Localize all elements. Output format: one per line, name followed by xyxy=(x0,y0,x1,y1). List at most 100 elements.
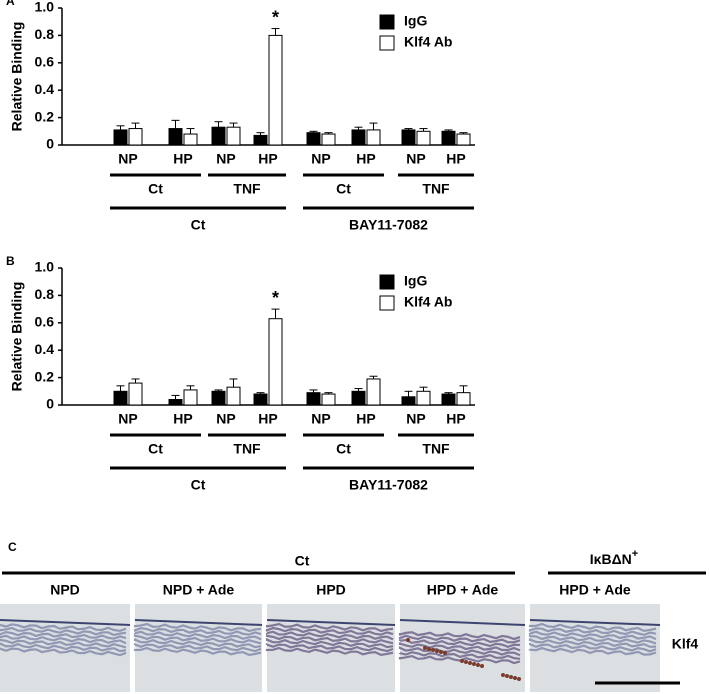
stain-dot xyxy=(427,647,431,651)
bar xyxy=(253,134,268,146)
column-label: NPD xyxy=(50,582,80,598)
y-tick-label: 0 xyxy=(46,396,54,412)
supergroup-label: Ct xyxy=(191,217,206,233)
bar xyxy=(351,390,366,406)
bar xyxy=(401,396,416,406)
y-tick-label: 0.6 xyxy=(35,314,55,330)
bar xyxy=(168,399,183,406)
y-tick-label: 0.2 xyxy=(35,368,55,384)
tissue-edge xyxy=(399,619,526,626)
bar xyxy=(226,386,241,406)
bar xyxy=(253,393,268,406)
bar xyxy=(401,129,416,146)
legend-label: IgG xyxy=(404,273,427,289)
legend-swatch xyxy=(379,35,395,51)
x-tick-label: HP xyxy=(446,151,465,167)
y-tick-label: 0.6 xyxy=(35,54,55,70)
x-tick-label: HP xyxy=(173,411,192,427)
stain-dot xyxy=(472,662,476,666)
legend-label: Klf4 Ab xyxy=(404,294,452,310)
tissue-edge xyxy=(134,619,263,626)
y-tick-label: 0.4 xyxy=(35,341,55,357)
bar xyxy=(113,129,128,146)
x-tick-label: HP xyxy=(356,151,375,167)
bar xyxy=(226,126,241,146)
bar xyxy=(321,133,336,146)
x-tick-label: NP xyxy=(216,151,235,167)
stain-dot xyxy=(423,646,427,650)
bar xyxy=(456,133,471,146)
stain-dot xyxy=(513,676,517,680)
bar xyxy=(321,393,336,406)
stain-dot xyxy=(517,677,521,681)
x-tick-label: HP xyxy=(258,411,277,427)
bar xyxy=(441,130,456,146)
column-label: HPD xyxy=(316,582,346,598)
panel-label: B xyxy=(6,254,15,268)
bar xyxy=(211,126,226,146)
supergroup-label: BAY11-7082 xyxy=(349,477,428,493)
supergroup-label: BAY11-7082 xyxy=(349,217,428,233)
column-label: HPD + Ade xyxy=(559,582,631,598)
stain-dot xyxy=(406,638,410,642)
tissue-layer xyxy=(528,622,657,656)
y-tick-label: 0.8 xyxy=(35,286,55,302)
bar xyxy=(183,389,198,406)
annotation: * xyxy=(272,7,279,27)
legend-swatch xyxy=(379,274,395,290)
bar xyxy=(183,133,198,146)
x-tick-label: NP xyxy=(406,151,425,167)
bar xyxy=(416,390,431,406)
supergroup-label: Ct xyxy=(191,477,206,493)
stain-dot xyxy=(435,649,439,653)
y-tick-label: 0.4 xyxy=(35,81,55,97)
bar xyxy=(168,128,183,146)
group-label: TNF xyxy=(422,181,450,197)
y-tick-label: 1.0 xyxy=(35,0,55,15)
bar xyxy=(113,390,128,406)
tissue-edge xyxy=(529,619,661,626)
stain-dot xyxy=(443,651,447,655)
header-2-sup: + xyxy=(632,548,638,560)
stain-dot xyxy=(480,664,484,668)
x-tick-label: NP xyxy=(216,411,235,427)
stain-dot xyxy=(509,675,513,679)
bar xyxy=(128,382,143,406)
bar xyxy=(268,318,283,406)
panel-c-header: Ct xyxy=(295,553,310,569)
group-label: Ct xyxy=(336,181,351,197)
x-tick-label: HP xyxy=(173,151,192,167)
row-label: Klf4 xyxy=(672,636,699,652)
legend-swatch xyxy=(379,295,395,311)
tissue-layer xyxy=(0,623,127,657)
stain-dot xyxy=(476,663,480,667)
y-axis-label: Relative Binding xyxy=(9,22,25,132)
column-label: NPD + Ade xyxy=(163,582,235,598)
tissue-layer xyxy=(133,622,262,656)
bar xyxy=(211,390,226,406)
group-label: TNF xyxy=(233,441,261,457)
bar xyxy=(268,34,283,146)
stain-dot xyxy=(460,659,464,663)
stain-dot xyxy=(431,648,435,652)
panel-label: C xyxy=(8,540,17,554)
legend-label: Klf4 Ab xyxy=(404,34,452,50)
tissue-edge xyxy=(266,619,396,626)
x-tick-label: HP xyxy=(258,151,277,167)
bar xyxy=(128,128,143,146)
legend-swatch xyxy=(379,14,395,30)
panel-c-header-2: IκBΔN+ xyxy=(590,548,638,567)
group-label: TNF xyxy=(233,181,261,197)
y-axis-label: Relative Binding xyxy=(9,282,25,392)
x-tick-label: HP xyxy=(356,411,375,427)
bar xyxy=(351,129,366,146)
tissue-layer xyxy=(398,631,521,665)
legend-label: IgG xyxy=(404,13,427,29)
bar xyxy=(441,393,456,406)
bar xyxy=(456,392,471,406)
header-2-text: IκBΔN xyxy=(590,551,632,567)
y-tick-label: 1.0 xyxy=(35,259,55,275)
panel-label: A xyxy=(6,0,15,8)
bar xyxy=(366,378,381,406)
